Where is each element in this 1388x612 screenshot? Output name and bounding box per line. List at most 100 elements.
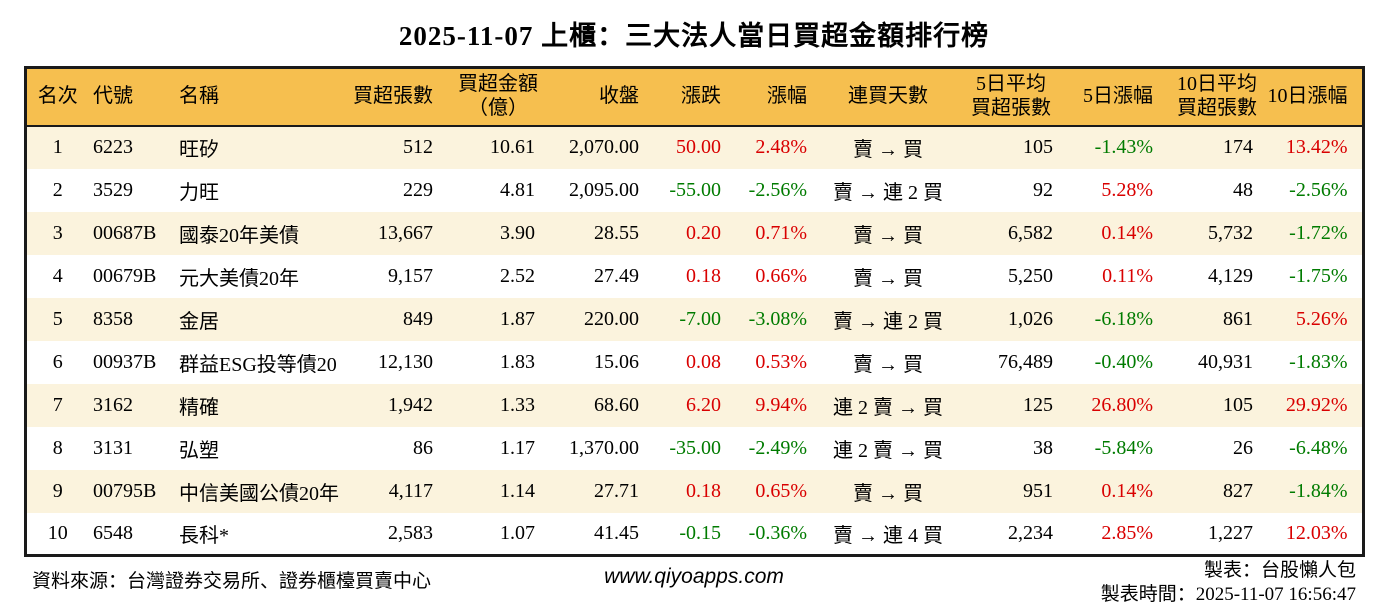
cell-name: 金居 xyxy=(179,310,219,333)
table-row: 5 8358 金居 849 1.87 220.00 -7.00 -3.08% 賣… xyxy=(25,297,1363,341)
cell-net-buy-amount: 1.17 xyxy=(500,436,535,459)
footer-website: www.qiyoapps.com xyxy=(604,565,784,588)
cell-avg5-volume: 2,234 xyxy=(1008,521,1053,544)
cell-avg10-volume: 4,129 xyxy=(1208,264,1253,287)
cell-avg10-volume: 827 xyxy=(1223,479,1253,502)
cell-avg5-volume: 125 xyxy=(1023,393,1053,416)
cell-net-buy-volume: 2,583 xyxy=(388,521,433,544)
cell-streak: 連 2 賣 → 買 xyxy=(833,396,943,419)
table-row: 7 3162 精確 1,942 1.33 68.60 6.20 9.94% 連 … xyxy=(25,383,1363,427)
cell-rank: 1 xyxy=(52,136,63,158)
header-change-pct: 漲幅 xyxy=(735,67,821,127)
table-body: 1 6223 旺矽 512 10.61 2,070.00 50.00 2.48%… xyxy=(25,125,1363,556)
cell-close: 28.55 xyxy=(594,221,639,244)
header-rank: 名次 xyxy=(25,67,89,127)
cell-name: 弘塑 xyxy=(179,439,219,462)
cell-change-pct: -3.08% xyxy=(748,307,807,330)
table-row: 4 00679B 元大美債20年 9,157 2.52 27.49 0.18 0… xyxy=(25,254,1363,298)
cell-avg5-volume: 6,582 xyxy=(1008,221,1053,244)
header-close: 收盤 xyxy=(549,67,653,127)
cell-pct10: 12.03% xyxy=(1285,521,1348,544)
cell-code: 00795B xyxy=(93,479,157,502)
cell-net-buy-volume: 849 xyxy=(403,307,433,330)
cell-code: 3131 xyxy=(93,436,133,459)
cell-rank: 2 xyxy=(52,178,63,201)
header-code: 代號 xyxy=(89,67,175,127)
cell-pct5: 0.14% xyxy=(1101,479,1153,502)
cell-pct10: 13.42% xyxy=(1285,136,1348,158)
cell-avg5-volume: 951 xyxy=(1023,479,1053,502)
cell-code: 8358 xyxy=(93,307,133,330)
cell-avg10-volume: 861 xyxy=(1223,307,1253,330)
cell-pct5: 26.80% xyxy=(1091,393,1153,416)
cell-change-pct: 0.53% xyxy=(755,350,807,373)
cell-rank: 7 xyxy=(52,393,63,416)
cell-change-pct: -2.56% xyxy=(748,178,807,201)
cell-net-buy-amount: 1.07 xyxy=(500,521,535,544)
cell-net-buy-volume: 13,667 xyxy=(378,221,433,244)
cell-net-buy-amount: 2.52 xyxy=(500,264,535,287)
cell-streak: 賣 → 買 xyxy=(853,139,923,161)
cell-avg5-volume: 38 xyxy=(1033,436,1053,459)
cell-net-buy-volume: 4,117 xyxy=(388,479,433,502)
header-net-buy-amount: 買超金額 （億） xyxy=(447,67,549,127)
cell-change-pct: 0.71% xyxy=(755,221,807,244)
table-row: 6 00937B 群益ESG投等債20 12,130 1.83 15.06 0.… xyxy=(25,340,1363,384)
header-pct10: 10日漲幅 xyxy=(1267,67,1363,127)
cell-pct5: 5.28% xyxy=(1101,178,1153,201)
table-row: 2 3529 力旺 229 4.81 2,095.00 -55.00 -2.56… xyxy=(25,168,1363,212)
table-row: 9 00795B 中信美國公債20年 4,117 1.14 27.71 0.18… xyxy=(25,469,1363,513)
cell-pct10: -2.56% xyxy=(1289,178,1348,201)
cell-avg10-volume: 40,931 xyxy=(1198,350,1253,373)
cell-net-buy-volume: 1,942 xyxy=(388,393,433,416)
cell-streak: 賣 → 連 2 買 xyxy=(833,181,943,204)
cell-close: 15.06 xyxy=(594,350,639,373)
cell-change-pct: 0.66% xyxy=(755,264,807,287)
cell-change: -55.00 xyxy=(669,178,721,201)
cell-rank: 6 xyxy=(52,350,63,373)
cell-pct10: -1.84% xyxy=(1289,479,1348,502)
cell-rank: 10 xyxy=(47,521,68,544)
cell-streak: 賣 → 買 xyxy=(853,267,923,290)
cell-name: 力旺 xyxy=(179,181,219,204)
cell-avg5-volume: 1,026 xyxy=(1008,307,1053,330)
cell-pct5: -0.40% xyxy=(1094,350,1153,373)
cell-name: 長科* xyxy=(179,524,229,547)
table-row: 10 6548 長科* 2,583 1.07 41.45 -0.15 -0.36… xyxy=(25,512,1363,556)
ranking-table: 名次 代號 名稱 買超張數 買超金額 （億） 收盤 漲跌 漲幅 連買天數 5日平… xyxy=(23,66,1365,557)
cell-streak: 賣 → 連 4 買 xyxy=(833,524,943,547)
cell-rank: 4 xyxy=(52,264,63,287)
cell-rank: 5 xyxy=(52,307,63,330)
cell-rank: 8 xyxy=(52,436,63,459)
cell-change: 50.00 xyxy=(676,136,721,158)
cell-pct10: -1.72% xyxy=(1289,221,1348,244)
cell-avg5-volume: 76,489 xyxy=(998,350,1053,373)
header-net-buy-volume: 買超張數 xyxy=(347,67,447,127)
cell-net-buy-amount: 1.87 xyxy=(500,307,535,330)
table-header-row: 名次 代號 名稱 買超張數 買超金額 （億） 收盤 漲跌 漲幅 連買天數 5日平… xyxy=(25,67,1363,127)
cell-close: 2,095.00 xyxy=(569,178,639,201)
cell-close: 41.45 xyxy=(594,521,639,544)
cell-avg10-volume: 26 xyxy=(1233,436,1253,459)
cell-streak: 賣 → 買 xyxy=(853,482,923,505)
cell-code: 3529 xyxy=(93,178,133,201)
cell-change: -35.00 xyxy=(669,436,721,459)
cell-streak: 賣 → 買 xyxy=(853,224,923,247)
cell-net-buy-volume: 12,130 xyxy=(378,350,433,373)
cell-pct5: 0.14% xyxy=(1101,221,1153,244)
header-streak: 連買天數 xyxy=(821,67,955,127)
cell-avg10-volume: 174 xyxy=(1223,136,1253,158)
cell-change: -0.15 xyxy=(679,521,721,544)
cell-avg10-volume: 1,227 xyxy=(1208,521,1253,544)
cell-pct10: -1.75% xyxy=(1289,264,1348,287)
cell-code: 6223 xyxy=(93,136,133,158)
footer: 資料來源：台灣證券交易所、證券櫃檯買賣中心 www.qiyoapps.com 製… xyxy=(32,557,1356,609)
cell-net-buy-volume: 229 xyxy=(403,178,433,201)
cell-close: 68.60 xyxy=(594,393,639,416)
cell-code: 00687B xyxy=(93,221,157,244)
table-row: 1 6223 旺矽 512 10.61 2,070.00 50.00 2.48%… xyxy=(25,125,1363,169)
cell-net-buy-amount: 1.14 xyxy=(500,479,535,502)
cell-code: 00679B xyxy=(93,264,157,287)
cell-code: 3162 xyxy=(93,393,133,416)
cell-close: 27.71 xyxy=(594,479,639,502)
